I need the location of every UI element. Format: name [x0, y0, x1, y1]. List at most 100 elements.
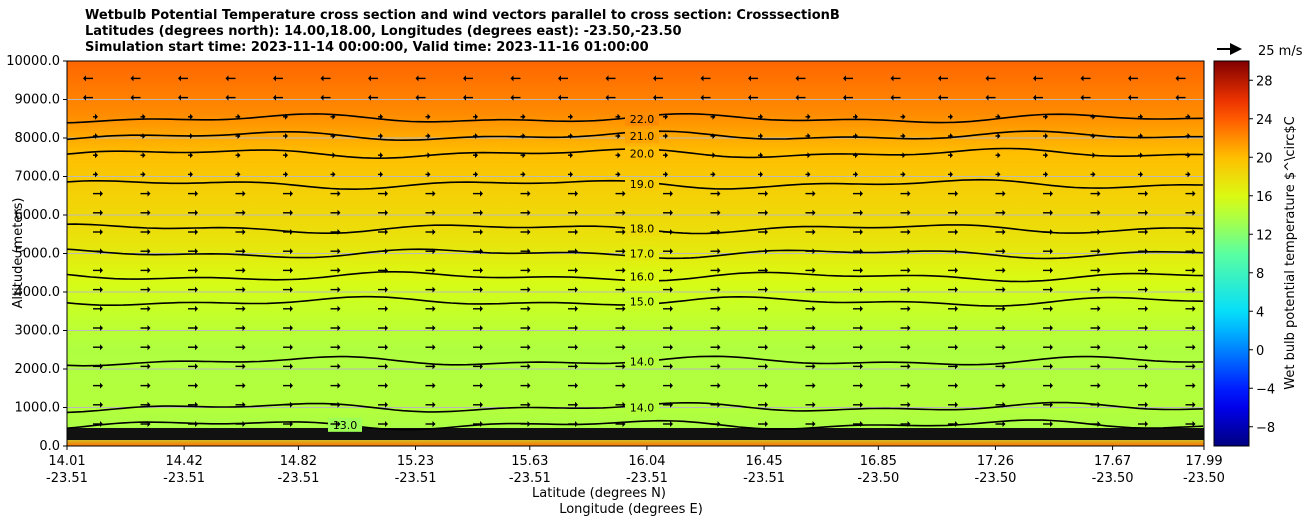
wind-vector-head: [617, 171, 621, 178]
wind-vector-head: [575, 229, 578, 235]
wind-vector-head: [242, 286, 246, 293]
wind-vector-head: [242, 190, 246, 197]
wind-vector-head: [717, 305, 721, 312]
wind-vector-head: [415, 94, 419, 101]
wind-vector-head: [807, 133, 811, 139]
wind-vector-head: [1097, 209, 1101, 216]
wind-vector-head: [860, 267, 863, 274]
contour-label-bg: [625, 354, 659, 369]
wind-vector-head: [527, 209, 531, 216]
contour-label-bg: [625, 294, 659, 309]
wind-vector-head: [812, 363, 816, 370]
wind-vector-head: [475, 171, 478, 178]
wind-vector-head: [385, 401, 388, 408]
wind-vector-head: [907, 190, 911, 197]
contour-label-bg: [625, 269, 659, 284]
wind-vector-head: [653, 75, 656, 82]
colorbar-tick-label: 24: [1256, 113, 1273, 128]
wind-vector-head: [1050, 267, 1053, 274]
wind-vector-head: [717, 325, 721, 331]
wind-vector-head: [1080, 94, 1084, 101]
wind-vector-head: [812, 325, 816, 331]
wind-vector-head: [368, 75, 371, 82]
wind-vector-head: [670, 344, 673, 351]
wind-vector-head: [1145, 209, 1148, 216]
wind-vector-head: [242, 421, 246, 427]
wind-vector-head: [955, 209, 958, 216]
wind-vector-head: [480, 382, 483, 389]
wind-vector-head: [1187, 113, 1191, 120]
wind-vector-head: [385, 286, 388, 293]
x-tick-label-lat: 17.26: [977, 454, 1014, 469]
wind-vector-head: [147, 382, 151, 389]
colorbar-tick-label: −4: [1256, 382, 1275, 397]
contour-label: 14.0: [630, 355, 655, 368]
contour-line: [66, 419, 1204, 431]
wind-vector-head: [290, 190, 293, 197]
wind-vector-head: [955, 305, 958, 312]
contour-label: 13.0: [333, 419, 358, 432]
wind-vector-head: [575, 209, 578, 216]
wind-vector-head: [860, 305, 863, 312]
wind-vector-head: [955, 363, 958, 370]
wind-vector-head: [290, 209, 293, 216]
wind-vector-head: [955, 267, 958, 274]
wind-vector-head: [1092, 113, 1096, 120]
wind-vectors: [83, 75, 1196, 427]
contour-label-bg: [625, 177, 659, 192]
wind-vector-head: [385, 344, 388, 351]
colorbar-tick-label: 12: [1256, 228, 1273, 243]
wind-vector-head: [985, 75, 989, 82]
wind-vector-head: [617, 133, 621, 139]
wind-vector-head: [332, 152, 336, 159]
wind-vector-head: [380, 171, 383, 178]
wind-vector-head: [605, 75, 609, 82]
wind-vector-head: [860, 286, 863, 293]
wind-vector-head: [1050, 325, 1053, 331]
wind-vector-head: [1145, 286, 1148, 293]
wind-vector-head: [955, 190, 958, 197]
wind-vector-head: [955, 325, 958, 331]
wind-vector-head: [237, 113, 241, 120]
wind-vector-head: [855, 113, 858, 120]
wind-vector-head: [1187, 133, 1191, 139]
wind-vector-head: [717, 229, 721, 235]
x-tick-label-lat: 17.67: [1094, 454, 1131, 469]
wind-vector-head: [480, 190, 483, 197]
wind-vector-head: [855, 171, 858, 178]
wind-vector-head: [1050, 401, 1053, 408]
contour-label: 17.0: [630, 248, 655, 261]
wind-vector-head: [860, 325, 863, 331]
wind-vector-head: [195, 363, 198, 370]
x-tick-label-lat: 16.04: [628, 454, 665, 469]
wind-vector-head: [337, 305, 341, 312]
wind-vector-head: [195, 305, 198, 312]
wind-vector-head: [1045, 133, 1048, 139]
wind-vector-head: [1002, 229, 1006, 235]
wind-vector-head: [147, 363, 151, 370]
x-tick-label-lat: 14.01: [48, 454, 85, 469]
wind-vector-head: [622, 401, 626, 408]
wind-vector-head: [432, 209, 436, 216]
wind-vector-head: [997, 152, 1001, 159]
wind-vector-head: [480, 344, 483, 351]
wind-vector-head: [320, 75, 324, 82]
wind-vector-head: [527, 363, 531, 370]
wind-vector-head: [1192, 286, 1196, 293]
wind-vector-head: [100, 382, 103, 389]
y-tick-label: 10000.0: [6, 54, 60, 69]
wind-vector-head: [380, 133, 383, 139]
wind-vector-head: [1050, 286, 1053, 293]
wind-vector-head: [147, 248, 151, 255]
wind-vector-head: [337, 382, 341, 389]
wind-vector-head: [337, 209, 341, 216]
wind-vector-head: [1145, 401, 1148, 408]
wind-vector-head: [575, 305, 578, 312]
wind-vector-head: [765, 382, 768, 389]
wind-vector-head: [902, 113, 906, 120]
title-line-2: Latitudes (degrees north): 14.00,18.00, …: [85, 24, 682, 39]
wind-vector-head: [760, 152, 763, 159]
wind-vector-head: [1097, 421, 1101, 427]
wind-vector-head: [558, 75, 561, 82]
